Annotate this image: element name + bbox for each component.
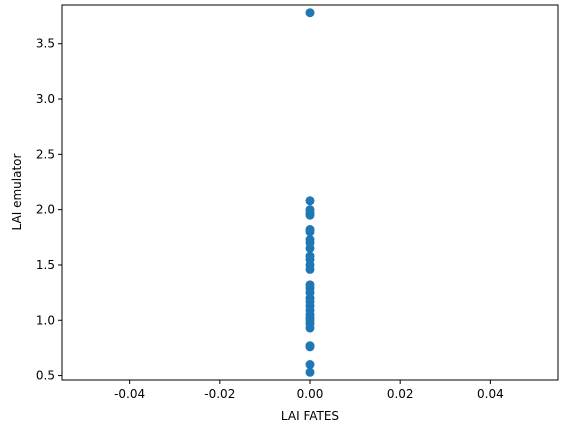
x-axis-label: LAI FATES bbox=[281, 409, 339, 423]
x-tick-label: 0.04 bbox=[477, 387, 504, 401]
y-tick-label: 2.5 bbox=[36, 147, 55, 161]
data-point bbox=[305, 367, 315, 377]
x-tick-label: -0.04 bbox=[114, 387, 145, 401]
data-point bbox=[305, 227, 315, 237]
data-point bbox=[305, 323, 315, 333]
y-tick-label: 1.0 bbox=[36, 313, 55, 327]
data-points bbox=[305, 8, 315, 377]
data-point bbox=[305, 8, 315, 18]
data-point bbox=[305, 210, 315, 220]
y-axis-ticks: 0.5 1.0 1.5 2.0 2.5 3.0 3.5 bbox=[36, 37, 62, 383]
y-tick-label: 0.5 bbox=[36, 369, 55, 383]
x-axis-ticks: -0.04 -0.02 0.00 0.02 0.04 bbox=[114, 380, 504, 401]
data-point bbox=[305, 360, 315, 370]
y-tick-label: 3.5 bbox=[36, 37, 55, 51]
y-tick-label: 1.5 bbox=[36, 258, 55, 272]
x-tick-label: -0.02 bbox=[204, 387, 235, 401]
data-point bbox=[305, 243, 315, 253]
x-tick-label: 0.00 bbox=[297, 387, 324, 401]
data-point bbox=[305, 196, 315, 206]
data-point bbox=[305, 342, 315, 352]
data-point bbox=[305, 264, 315, 274]
x-tick-label: 0.02 bbox=[387, 387, 414, 401]
y-tick-label: 3.0 bbox=[36, 92, 55, 106]
y-tick-label: 2.0 bbox=[36, 203, 55, 217]
y-axis-label: LAI emulator bbox=[10, 154, 24, 231]
